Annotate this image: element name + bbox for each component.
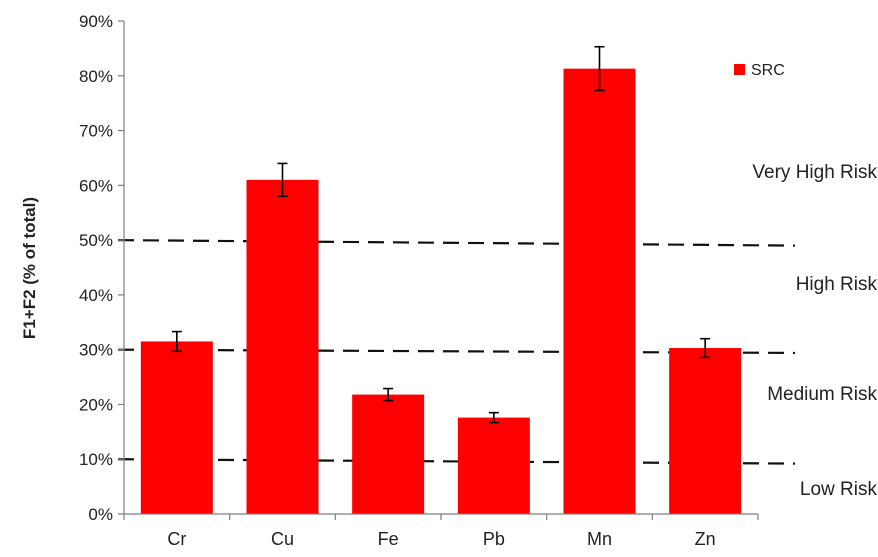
error-bars: [171, 45, 711, 424]
y-tick-label: 90%: [79, 12, 113, 31]
x-tick-label-mn: Mn: [587, 529, 612, 549]
y-tick-label: 30%: [79, 341, 113, 360]
y-tick-label: 80%: [79, 67, 113, 86]
legend: SRC: [734, 62, 785, 79]
y-tick-label: 10%: [79, 450, 113, 469]
y-axis-label: F1+F2 (% of total): [20, 197, 39, 339]
y-tick-label: 60%: [79, 176, 113, 195]
error-bar-cr: [171, 330, 182, 353]
y-tick-label: 20%: [79, 395, 113, 414]
error-bar-mn: [594, 45, 605, 92]
x-tick-label-cr: Cr: [167, 529, 186, 549]
x-tick-labels: Cr Cu Fe Pb Mn Zn: [167, 529, 715, 549]
y-tick-labels: 0% 10% 20% 30% 40% 50% 60% 70% 80% 90%: [79, 12, 113, 524]
risk-zone-label-1: High Risk: [796, 274, 878, 295]
bars: [140, 68, 742, 514]
x-tick-label-zn: Zn: [695, 529, 716, 549]
bar-fe: [352, 394, 425, 514]
legend-swatch: [734, 64, 745, 75]
bar-mn: [563, 68, 636, 514]
bar-zn: [669, 348, 742, 514]
axes: [118, 20, 759, 520]
x-tick-label-cu: Cu: [271, 529, 294, 549]
bar-cu: [246, 179, 319, 514]
risk-zone-label-0: Very High Risk: [752, 162, 877, 183]
error-bar-pb: [488, 411, 499, 424]
error-bar-cu: [277, 162, 288, 198]
y-tick-label: 50%: [79, 231, 113, 250]
y-tick-label: 40%: [79, 286, 113, 305]
bar-cr: [140, 341, 213, 514]
risk-zone-label-3: Low Risk: [800, 479, 878, 500]
x-tick-label-fe: Fe: [378, 529, 399, 549]
threshold-line-0: [117, 239, 796, 247]
risk-zone-labels: Very High Risk High Risk Medium Risk Low Ri…: [752, 162, 877, 500]
x-tick-label-pb: Pb: [483, 529, 505, 549]
y-tick-label: 0%: [88, 505, 113, 524]
risk-zone-label-2: Medium Risk: [767, 384, 877, 405]
bar-pb: [457, 417, 530, 514]
y-tick-label: 70%: [79, 122, 113, 141]
error-bar-fe: [383, 387, 394, 402]
error-bar-zn: [700, 337, 711, 359]
legend-label: SRC: [751, 62, 785, 79]
